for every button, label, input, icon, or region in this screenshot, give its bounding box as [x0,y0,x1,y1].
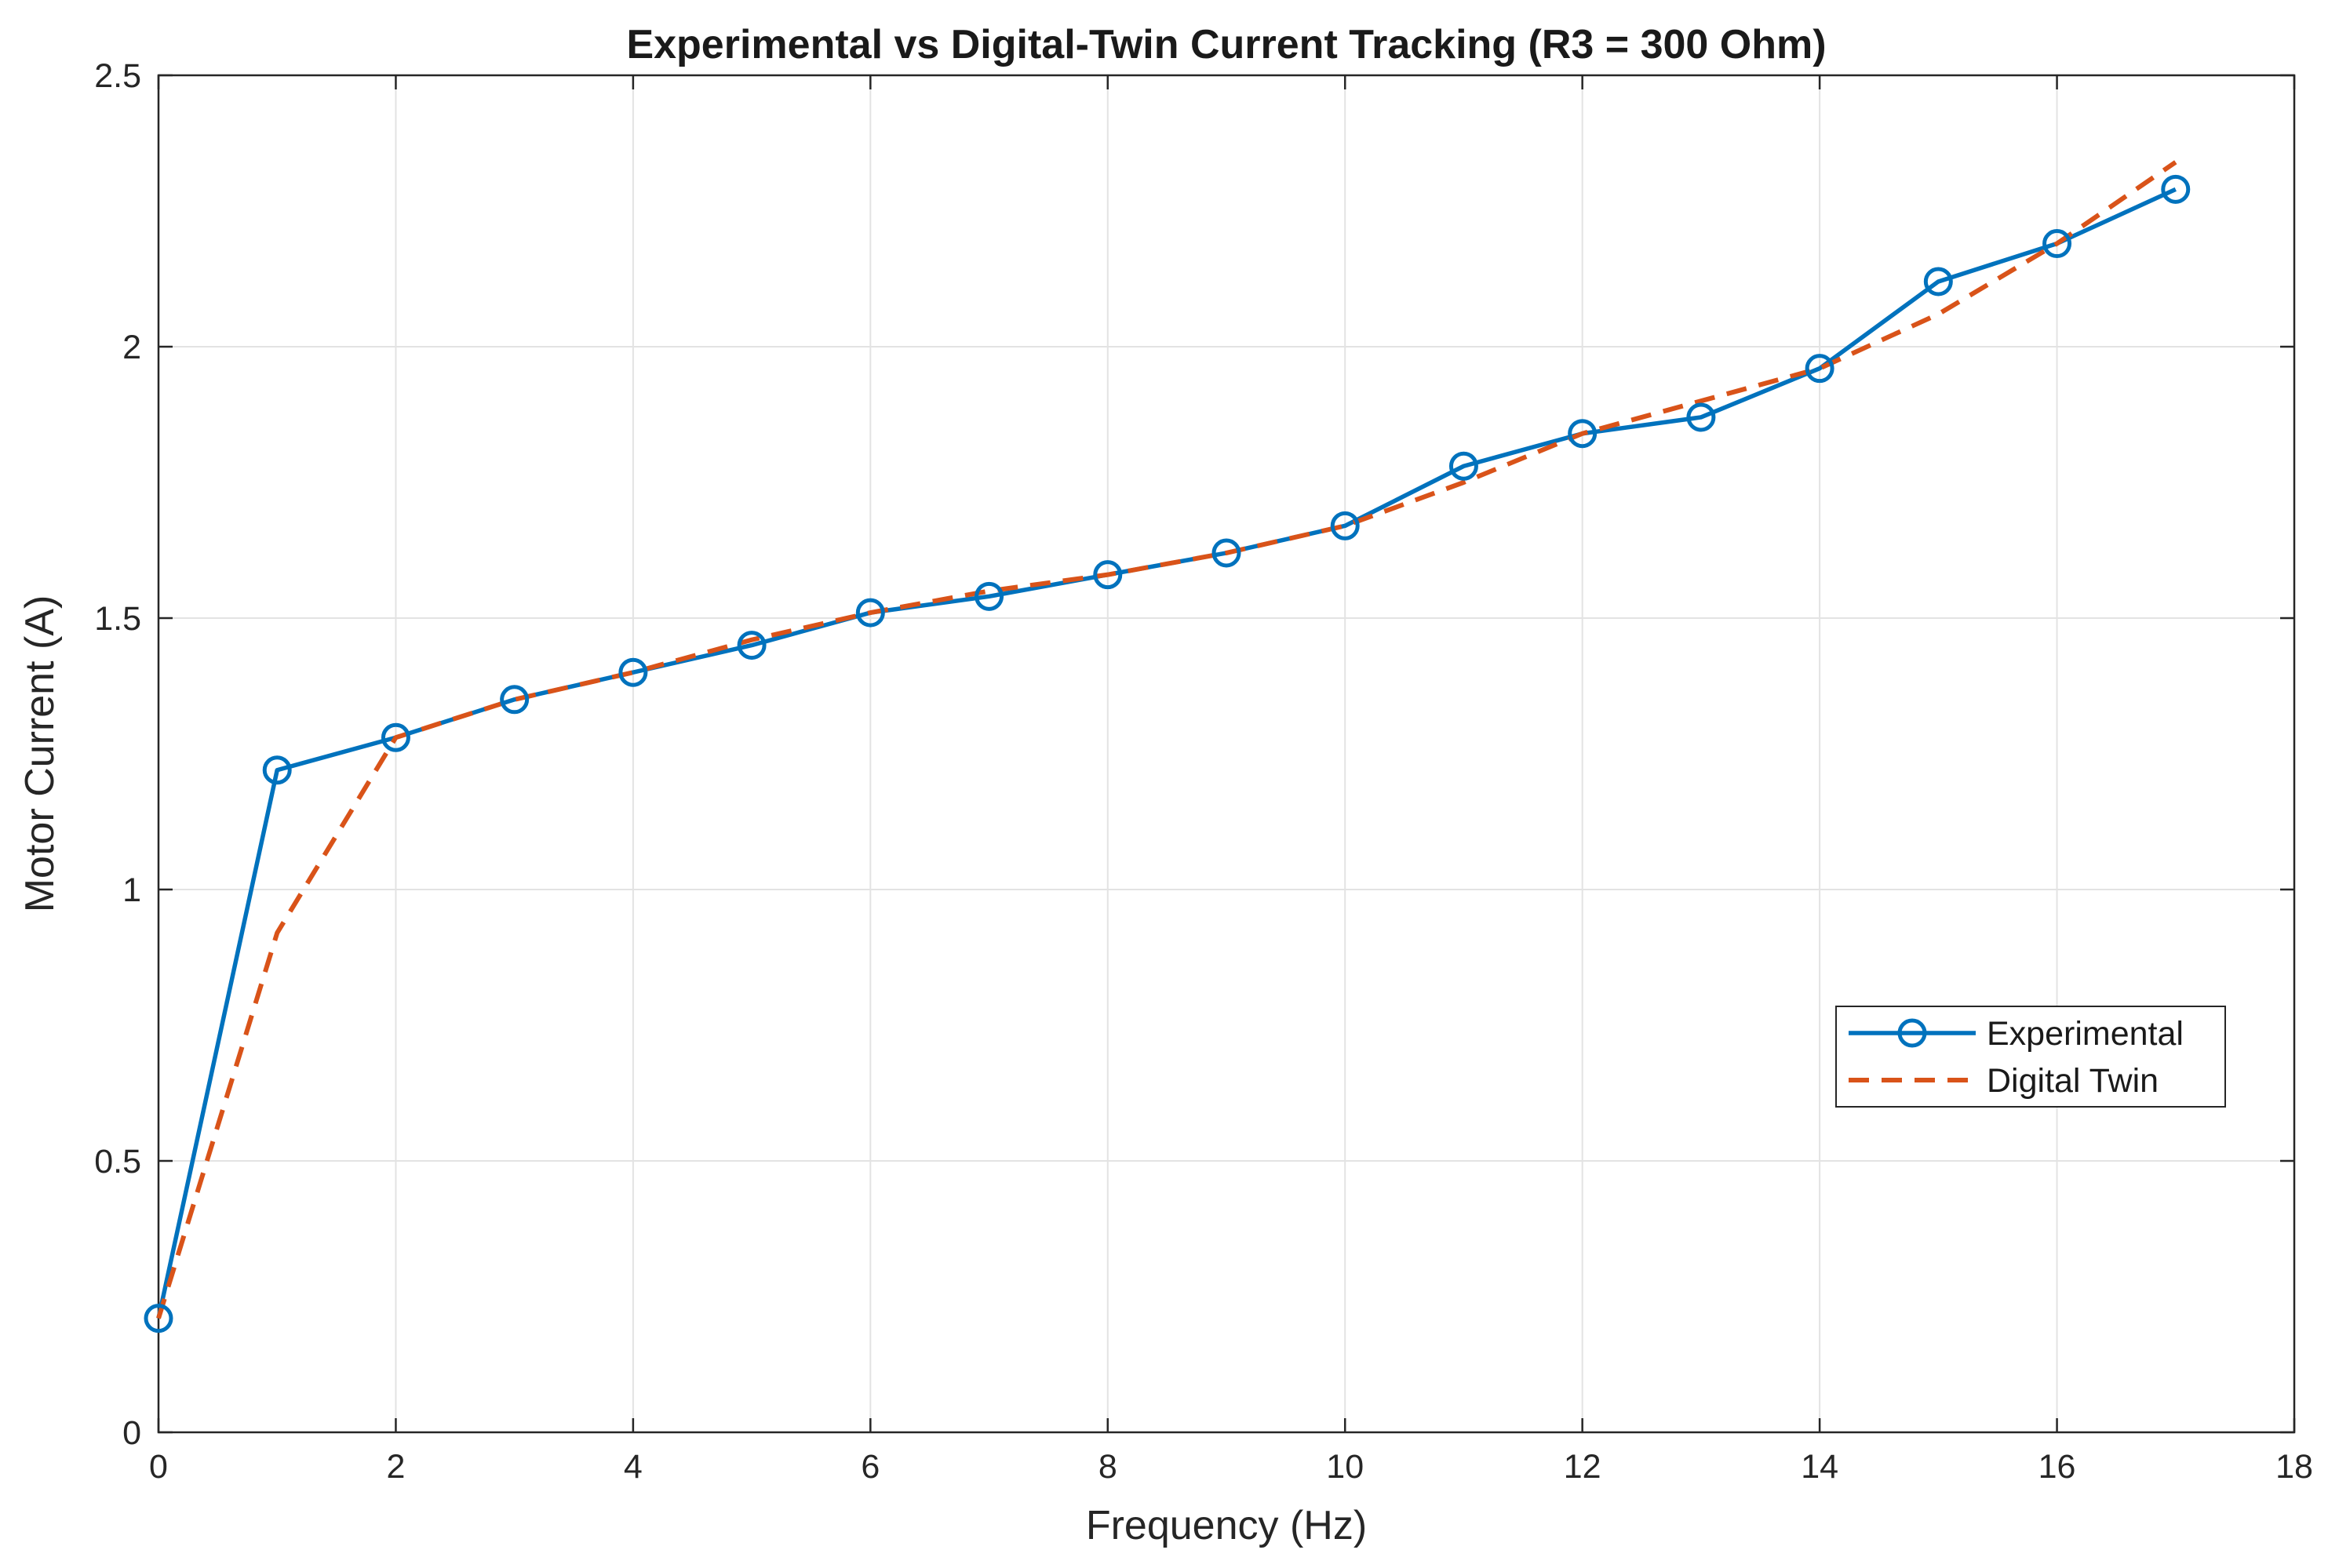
y-tick-label: 2 [122,329,141,366]
x-tick-label: 6 [861,1448,880,1486]
x-tick-label: 10 [1326,1448,1364,1486]
y-tick-label: 0.5 [94,1143,141,1181]
plot-area-frame [157,74,2296,1434]
legend-label-experimental: Experimental [1987,1015,2184,1053]
experimental-point [1093,560,1123,590]
experimental-point [262,755,292,785]
experimental-point [855,598,885,628]
x-tick-label: 8 [1098,1448,1117,1486]
experimental-point [2042,229,2072,259]
x-tick-label: 12 [1564,1448,1601,1486]
legend-box [1835,1006,2226,1108]
x-tick-label: 14 [1801,1448,1838,1486]
experimental-point [500,685,530,715]
experimental-point [1330,511,1360,540]
chart-title: Experimental vs Digital-Twin Current Tra… [626,22,1826,67]
experimental-point [2161,174,2191,204]
experimental-point [1211,538,1241,568]
legend-marker-experimental [1897,1018,1927,1048]
series-layer [144,160,2191,1333]
experimental-point [1568,419,1598,449]
y-tick-label: 0 [122,1414,141,1452]
experimental-point [1923,267,1953,297]
x-tick-label: 2 [386,1448,405,1486]
experimental-point [975,581,1004,611]
x-tick-label: 18 [2275,1448,2313,1486]
experimental-point [1686,402,1716,432]
experimental-point [144,1304,173,1333]
experimental-point [1805,354,1834,384]
y-axis-label: Motor Current (A) [17,595,63,913]
legend-label-digital-twin: Digital Twin [1987,1062,2159,1100]
y-tick-label: 1 [122,871,141,909]
x-tick-label: 0 [149,1448,168,1486]
legend: Experimental Digital Twin [1835,1006,2226,1108]
y-tick-label: 1.5 [94,600,141,638]
series-line-digital-twin [156,160,2177,1319]
experimental-point [737,631,767,660]
axis-ticks: 0 2 4 6 8 10 12 14 16 18 0 0.5 1 1.5 2 2.5 [94,57,2313,1486]
experimental-point [618,657,648,687]
x-tick-label: 16 [2038,1448,2076,1486]
y-tick-label: 2.5 [94,57,141,95]
x-axis-label: Frequency (Hz) [1086,1503,1367,1548]
experimental-point [1448,451,1478,481]
x-tick-label: 4 [624,1448,643,1486]
experimental-point [381,722,410,752]
